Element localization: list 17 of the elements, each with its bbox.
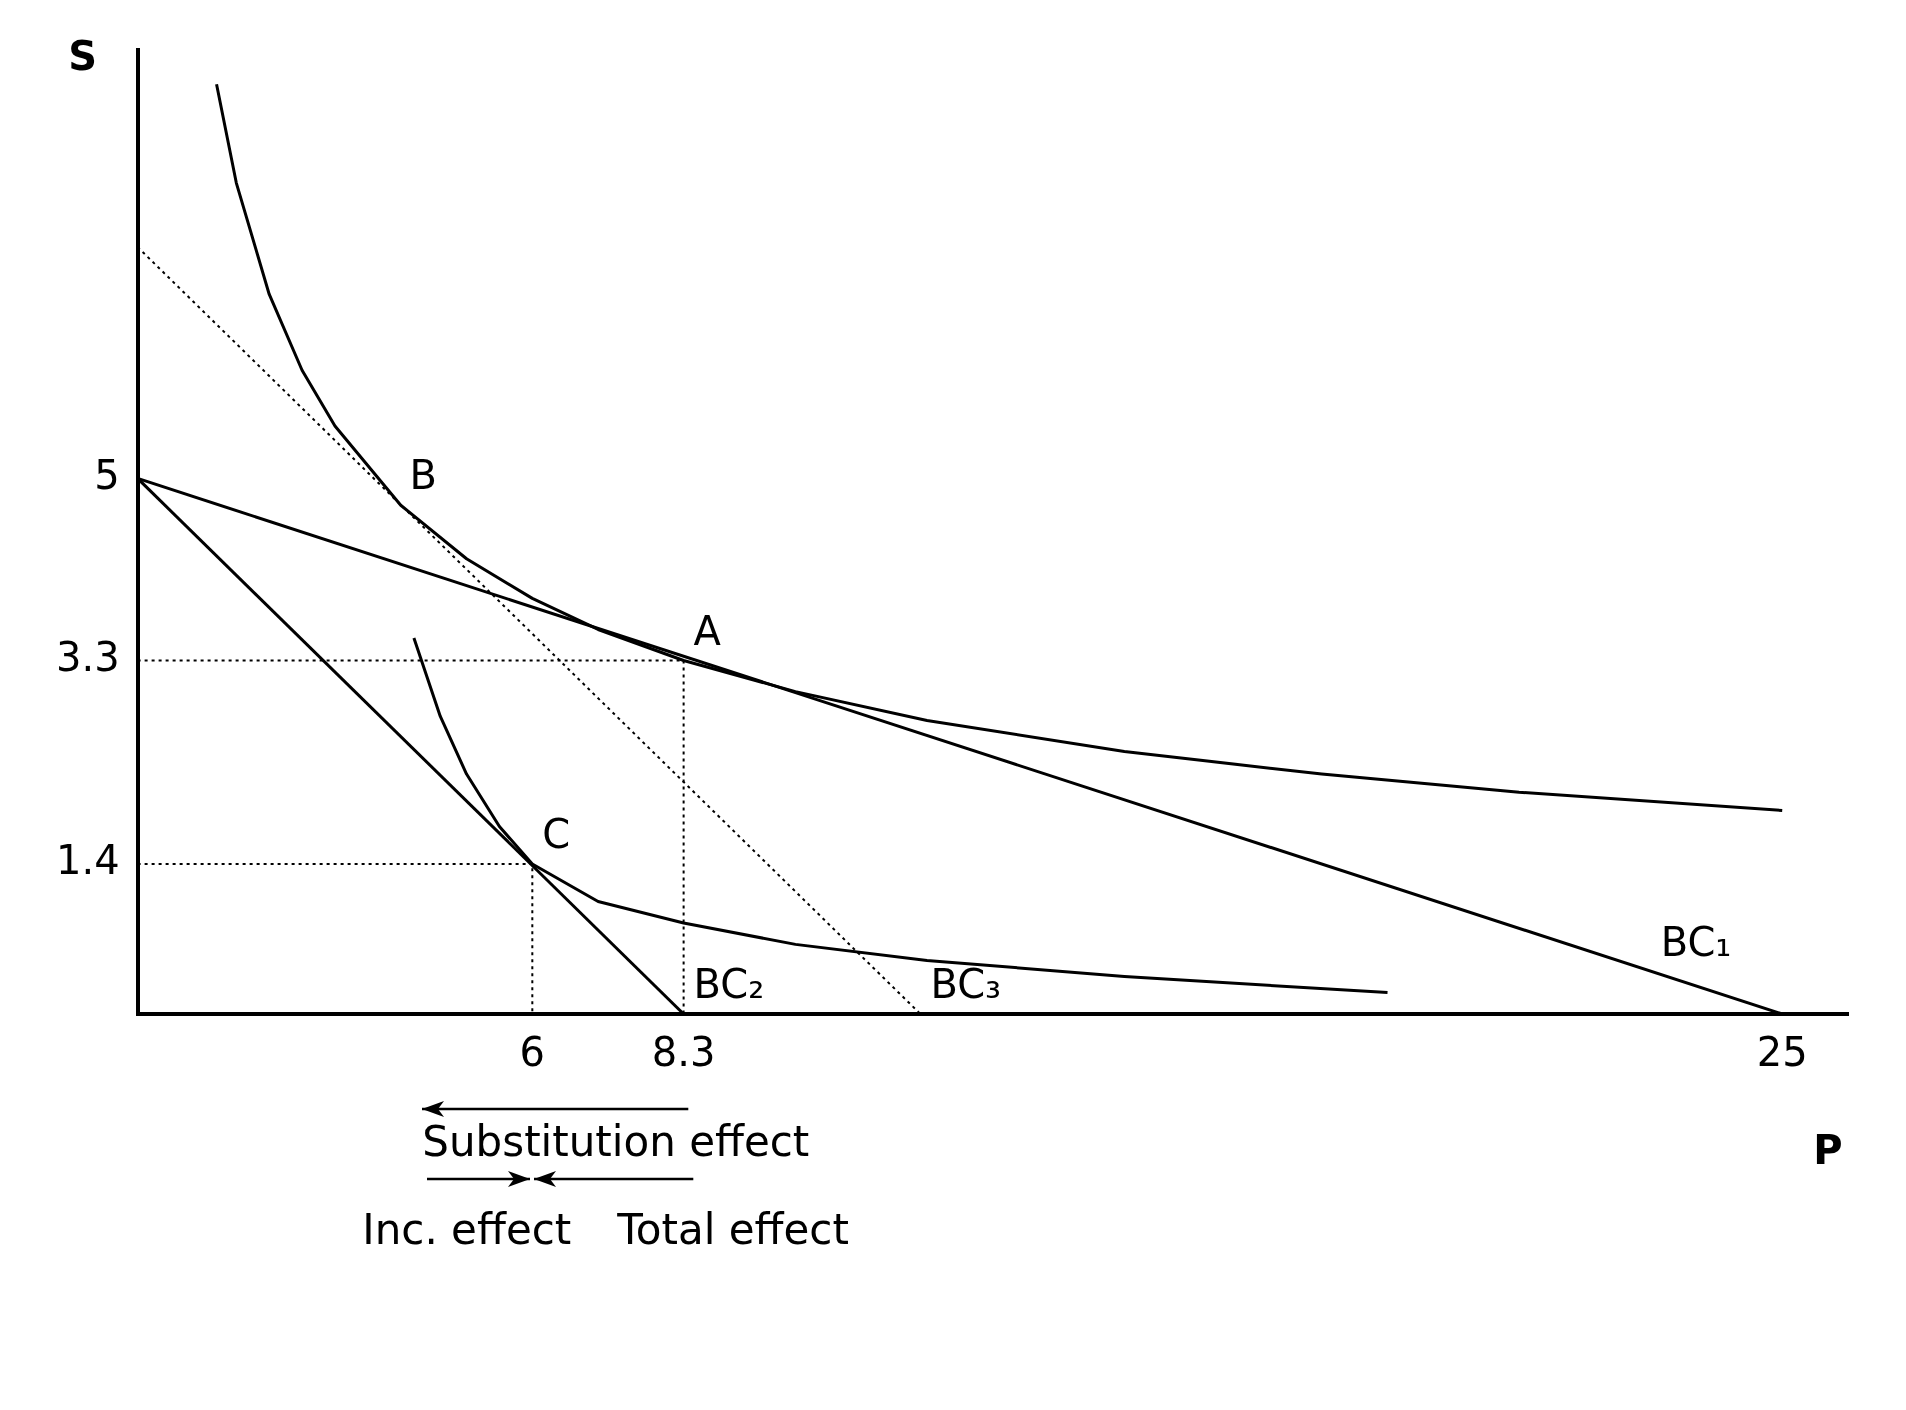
annotation: A bbox=[693, 607, 722, 654]
annotation: C bbox=[542, 811, 571, 858]
text: Substitution effect bbox=[422, 1117, 810, 1166]
x-tick-label: 8.3 bbox=[651, 1029, 716, 1076]
text: Total effect bbox=[617, 1205, 849, 1254]
x-tick-label: 25 bbox=[1756, 1029, 1808, 1076]
x-tick-label: 6 bbox=[519, 1029, 546, 1076]
y-tick-label: 3.3 bbox=[55, 633, 120, 680]
y-tick-label: 1.4 bbox=[55, 837, 120, 884]
annotation: BC₃ bbox=[930, 961, 1002, 1008]
text: Inc. effect bbox=[362, 1205, 572, 1254]
annotation: BC₁ bbox=[1660, 918, 1732, 965]
annotation: B bbox=[409, 451, 437, 498]
y-axis-title: S bbox=[68, 33, 98, 80]
x-axis-title: P bbox=[1813, 1127, 1843, 1174]
annotation: BC₂ bbox=[693, 961, 765, 1008]
y-tick-label: 5 bbox=[94, 451, 120, 498]
